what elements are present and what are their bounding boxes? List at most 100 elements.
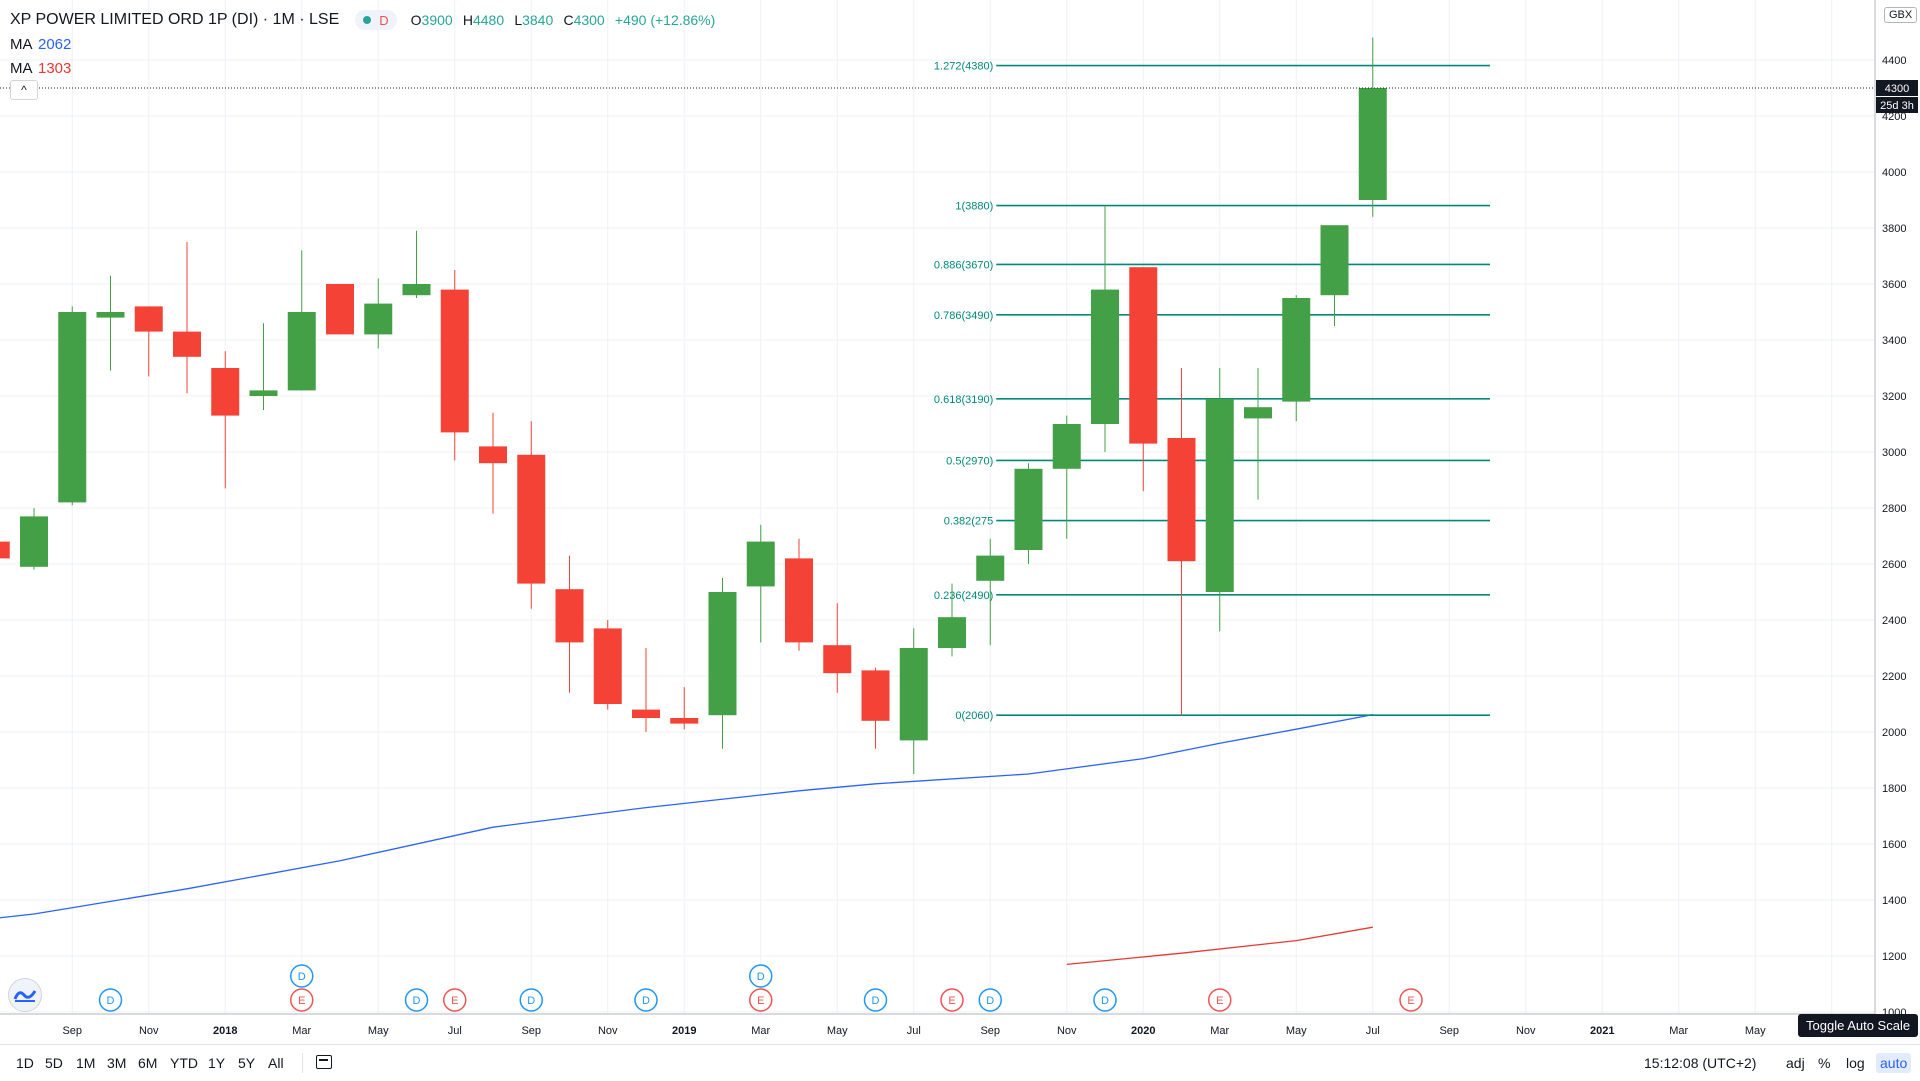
candle-body[interactable] — [823, 645, 852, 674]
candle-body[interactable] — [1358, 88, 1387, 200]
market-open-icon — [363, 16, 372, 24]
collapse-legend-button[interactable]: ^ — [10, 80, 38, 100]
price-tick-label: 4200 — [1882, 111, 1906, 123]
dividend-marker[interactable]: D — [404, 988, 429, 1012]
earnings-marker[interactable]: E — [443, 988, 467, 1012]
candle-body[interactable] — [1091, 289, 1119, 424]
range-1d-button[interactable]: 1D — [16, 1055, 34, 1071]
ma-legend-short[interactable]: MA 1303 — [10, 56, 721, 80]
event-circle — [98, 988, 123, 1012]
candle-body[interactable] — [402, 284, 431, 296]
dividend-marker[interactable]: D — [634, 988, 658, 1012]
candle-body[interactable] — [976, 555, 1005, 581]
ohlc-readout: O3900 H4480 L3840 C4300 +490 (+12.86%) — [411, 12, 722, 29]
earnings-marker[interactable]: E — [1208, 988, 1232, 1012]
event-label: D — [986, 995, 994, 1007]
clock[interactable]: 15:12:08 (UTC+2) — [1644, 1055, 1757, 1071]
event-label: E — [298, 995, 305, 1007]
countdown-label: 25d 3h — [1880, 100, 1914, 112]
candle-body[interactable] — [593, 628, 622, 704]
event-circle — [404, 988, 429, 1012]
range-1y-button[interactable]: 1Y — [208, 1055, 226, 1071]
candle-body[interactable] — [326, 284, 354, 335]
moving-averages — [0, 713, 1373, 966]
price-tick-label: 2200 — [1882, 671, 1906, 683]
ma-long-line[interactable] — [0, 713, 1373, 923]
dividend-marker[interactable]: D — [1093, 988, 1117, 1012]
candle-body[interactable] — [440, 289, 469, 433]
dividend-marker[interactable]: D — [863, 988, 888, 1012]
currency-badge[interactable]: GBX — [1884, 7, 1918, 23]
candle-body[interactable] — [555, 589, 584, 643]
event-circle — [863, 988, 888, 1012]
range-5y-button[interactable]: 5Y — [238, 1055, 256, 1071]
low-value: 3840 — [522, 11, 554, 28]
earnings-marker[interactable]: E — [1399, 988, 1423, 1012]
candle-body[interactable] — [173, 331, 201, 357]
candle-body[interactable] — [1167, 438, 1196, 562]
time-tick-label: Sep — [521, 1025, 541, 1037]
candle-body[interactable] — [938, 617, 966, 648]
range-ytd-button[interactable]: YTD — [170, 1055, 198, 1071]
adj-button[interactable]: adj — [1786, 1055, 1805, 1071]
candle-body[interactable] — [785, 558, 813, 643]
fib-level-label: 0(2060) — [955, 710, 993, 722]
dividend-marker[interactable]: D — [978, 988, 1002, 1012]
candle-body[interactable] — [861, 670, 890, 721]
ma-short-line[interactable] — [1066, 926, 1373, 966]
calendar-icon[interactable] — [316, 1055, 332, 1069]
time-tick-label: Mar — [1669, 1025, 1688, 1037]
event-label: E — [451, 995, 458, 1007]
auto-scale-button[interactable]: auto — [1876, 1053, 1912, 1073]
time-tick-label: 2019 — [672, 1025, 696, 1037]
range-1m-button[interactable]: 1M — [76, 1055, 96, 1071]
candle-body[interactable] — [1205, 398, 1234, 592]
candle-body[interactable] — [632, 709, 660, 718]
candle-body[interactable] — [1244, 407, 1272, 419]
candle-body[interactable] — [1129, 267, 1158, 444]
candle-body[interactable] — [517, 454, 546, 584]
wave-logo-icon[interactable] — [8, 978, 42, 1012]
candle-body[interactable] — [1014, 468, 1043, 550]
market-status[interactable]: D — [355, 10, 397, 30]
earnings-marker[interactable]: E — [940, 988, 964, 1012]
price-tick-label: 3400 — [1882, 335, 1906, 347]
fibonacci-retracement[interactable]: 1.272(4380) 1(3880) 0.886(3670) 0.786(3490)… — [934, 61, 1490, 723]
earnings-marker[interactable]: E — [749, 988, 773, 1012]
candle-body[interactable] — [670, 718, 699, 724]
dividend-marker[interactable]: D — [749, 964, 773, 988]
time-tick-label: Sep — [980, 1025, 1000, 1037]
range-6m-button[interactable]: 6M — [138, 1055, 158, 1071]
symbol-title[interactable]: XP POWER LIMITED ORD 1P (DI) · 1M · LSE — [10, 11, 340, 28]
range-3m-button[interactable]: 3M — [107, 1055, 127, 1071]
candle-body[interactable] — [0, 541, 10, 559]
percent-button[interactable]: % — [1818, 1055, 1831, 1071]
candle-body[interactable] — [708, 592, 737, 716]
earnings-marker[interactable]: E — [290, 988, 314, 1012]
range-5d-button[interactable]: 5D — [45, 1055, 63, 1071]
dividend-marker[interactable]: D — [98, 988, 123, 1012]
log-button[interactable]: log — [1846, 1055, 1865, 1071]
candle-body[interactable] — [249, 390, 278, 396]
dividend-marker[interactable]: D — [519, 988, 543, 1012]
range-all-button[interactable]: All — [268, 1055, 284, 1071]
dividend-marker[interactable]: D — [290, 964, 314, 988]
event-circle — [978, 988, 1002, 1012]
ma-legend-long[interactable]: MA 2062 — [10, 32, 721, 56]
candle-body[interactable] — [1052, 424, 1081, 469]
candle-body[interactable] — [96, 312, 125, 318]
event-label: D — [107, 995, 115, 1007]
time-tick-label: 2018 — [213, 1025, 237, 1037]
candle-body[interactable] — [899, 648, 928, 741]
candle-body[interactable] — [20, 516, 48, 567]
candle-body[interactable] — [287, 312, 316, 391]
candle-body[interactable] — [1320, 225, 1349, 296]
candle-body[interactable] — [364, 303, 393, 335]
candle-body[interactable] — [58, 312, 87, 503]
candle-body[interactable] — [746, 541, 775, 587]
candle-body[interactable] — [479, 446, 507, 464]
candle-body[interactable] — [134, 306, 163, 332]
candle-body[interactable] — [211, 368, 240, 416]
candle-body[interactable] — [1282, 298, 1311, 402]
